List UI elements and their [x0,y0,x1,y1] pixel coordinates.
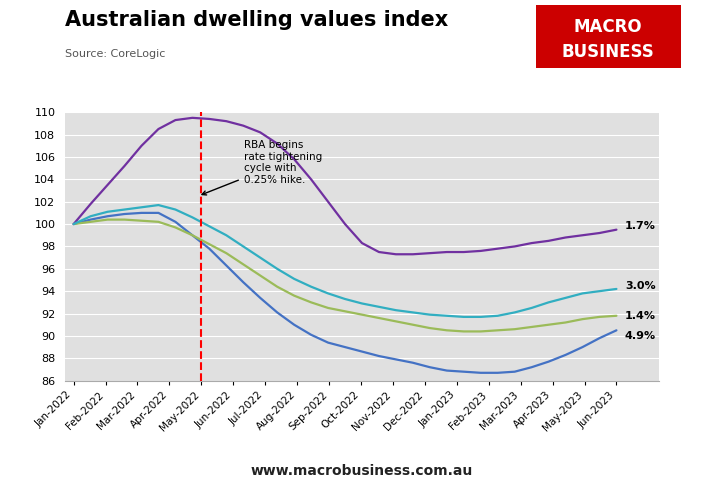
Text: Source: CoreLogic: Source: CoreLogic [65,49,166,59]
Text: Australian dwelling values index: Australian dwelling values index [65,10,448,30]
Text: 4.9%: 4.9% [625,331,656,341]
Text: BUSINESS: BUSINESS [562,43,654,61]
Text: 3.0%: 3.0% [625,281,655,290]
Text: www.macrobusiness.com.au: www.macrobusiness.com.au [251,464,473,478]
Text: MACRO: MACRO [574,18,642,36]
Text: RBA begins
rate tightening
cycle with
0.25% hike.: RBA begins rate tightening cycle with 0.… [202,140,322,195]
Text: 1.7%: 1.7% [625,222,656,231]
Text: 1.4%: 1.4% [625,311,656,321]
